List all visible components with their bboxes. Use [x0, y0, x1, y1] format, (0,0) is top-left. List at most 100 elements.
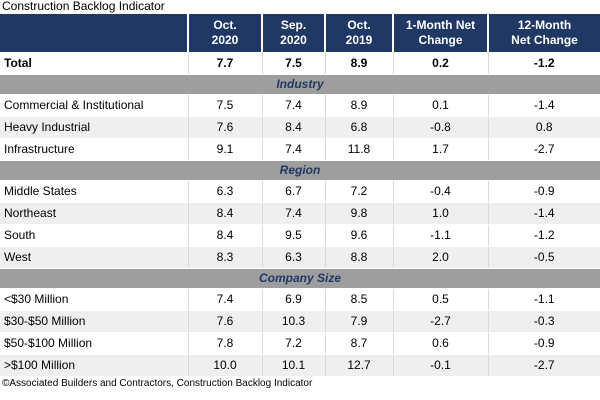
cell-value: 9.1	[188, 138, 263, 161]
section-header-company-size: Company Size	[0, 268, 600, 289]
cell-value: -0.5	[488, 246, 600, 269]
cell-value: 6.3	[262, 246, 326, 269]
cell-value: 7.9	[325, 310, 394, 333]
cell-value: -0.3	[488, 310, 600, 333]
cell-value: 8.4	[262, 116, 326, 139]
corner-cell	[0, 14, 189, 52]
table-row-heavy-industrial: Heavy Industrial 7.6 8.4 6.8 -0.8 0.8	[0, 116, 600, 139]
cell-value: 2.0	[393, 246, 489, 269]
cell-value: 9.5	[262, 224, 326, 247]
table-row-50-100-million: $50-$100 Million 7.8 7.2 8.7 0.6 -0.9	[0, 332, 600, 355]
col-header-1-month-net-change: 1-Month Net Change	[393, 14, 489, 52]
cell-value: 10.1	[262, 354, 326, 377]
cell-value: 8.5	[325, 288, 394, 311]
cell-value: -1.4	[488, 94, 600, 117]
row-label: Northeast	[0, 202, 189, 225]
cell-value: 7.6	[188, 116, 263, 139]
cell-value: 1.0	[393, 202, 489, 225]
source-attribution: ©Associated Builders and Contractors, Co…	[2, 377, 313, 389]
cell-value: -1.1	[488, 288, 600, 311]
cell-value: 7.7	[188, 52, 263, 75]
cell-value: 7.4	[262, 138, 326, 161]
cell-value: 9.8	[325, 202, 394, 225]
cell-value: 7.4	[262, 94, 326, 117]
cell-value: 8.4	[188, 224, 263, 247]
table-body: Total 7.7 7.5 8.9 0.2 -1.2 Industry Commercial …	[0, 52, 600, 377]
section-header-region: Region	[0, 160, 600, 181]
cell-value: 7.5	[262, 52, 326, 75]
cell-value: 0.6	[393, 332, 489, 355]
cell-value: 10.0	[188, 354, 263, 377]
cell-value: -0.4	[393, 180, 489, 203]
table-row-infrastructure: Infrastructure 9.1 7.4 11.8 1.7 -2.7	[0, 138, 600, 161]
cell-value: 8.9	[325, 94, 394, 117]
cell-value: 9.6	[325, 224, 394, 247]
page: Construction Backlog Indicator Oct. 2020…	[0, 0, 600, 389]
cell-value: -2.7	[488, 354, 600, 377]
cell-value: 7.5	[188, 94, 263, 117]
col-header-sep-2020: Sep. 2020	[262, 14, 326, 52]
section-header-label: Industry	[0, 74, 600, 95]
table-row-middle-states: Middle States 6.3 6.7 7.2 -0.4 -0.9	[0, 180, 600, 203]
table-row-30-50-million: $30-$50 Million 7.6 10.3 7.9 -2.7 -0.3	[0, 310, 600, 333]
cell-value: 0.2	[393, 52, 489, 75]
cell-value: 7.2	[262, 332, 326, 355]
row-label: Infrastructure	[0, 138, 189, 161]
cell-value: -0.9	[488, 180, 600, 203]
cell-value: 7.8	[188, 332, 263, 355]
cell-value: 8.4	[188, 202, 263, 225]
cell-value: 6.8	[325, 116, 394, 139]
cell-value: 6.9	[262, 288, 326, 311]
backlog-table: Oct. 2020 Sep. 2020 Oct. 2019 1-Month Ne…	[0, 14, 600, 377]
cell-value: 8.8	[325, 246, 394, 269]
header-row: Oct. 2020 Sep. 2020 Oct. 2019 1-Month Ne…	[0, 14, 600, 52]
cell-value: -1.1	[393, 224, 489, 247]
cell-value: 7.4	[262, 202, 326, 225]
row-label: South	[0, 224, 189, 247]
table-row-west: West 8.3 6.3 8.8 2.0 -0.5	[0, 246, 600, 269]
cell-value: 12.7	[325, 354, 394, 377]
col-header-12-month-net-change: 12-Month Net Change	[488, 14, 600, 52]
cell-value: -1.4	[488, 202, 600, 225]
cell-value: 8.9	[325, 52, 394, 75]
table-row-south: South 8.4 9.5 9.6 -1.1 -1.2	[0, 224, 600, 247]
table-row-30-million: <$30 Million 7.4 6.9 8.5 0.5 -1.1	[0, 288, 600, 311]
cell-value: -2.7	[393, 310, 489, 333]
cell-value: -1.2	[488, 52, 600, 75]
cell-value: 7.6	[188, 310, 263, 333]
row-label: $50-$100 Million	[0, 332, 189, 355]
cell-value: 1.7	[393, 138, 489, 161]
cell-value: -0.9	[488, 332, 600, 355]
table-row-100-million: >$100 Million 10.0 10.1 12.7 -0.1 -2.7	[0, 354, 600, 377]
cell-value: 10.3	[262, 310, 326, 333]
row-label: West	[0, 246, 189, 269]
cell-value: 8.3	[188, 246, 263, 269]
cell-value: 0.5	[393, 288, 489, 311]
row-label: Middle States	[0, 180, 189, 203]
table-row-total: Total 7.7 7.5 8.9 0.2 -1.2	[0, 52, 600, 75]
row-label: Heavy Industrial	[0, 116, 189, 139]
cell-value: 7.2	[325, 180, 394, 203]
page-title: Construction Backlog Indicator	[2, 0, 165, 13]
cell-value: -0.8	[393, 116, 489, 139]
cell-value: 6.7	[262, 180, 326, 203]
table-row-commercial-institutional: Commercial & Institutional 7.5 7.4 8.9 0.1 -1…	[0, 94, 600, 117]
cell-value: -1.2	[488, 224, 600, 247]
row-label: Commercial & Institutional	[0, 94, 189, 117]
section-header-industry: Industry	[0, 74, 600, 95]
cell-value: 6.3	[188, 180, 263, 203]
row-label: Total	[0, 52, 189, 75]
cell-value: 11.8	[325, 138, 394, 161]
cell-value: 0.1	[393, 94, 489, 117]
cell-value: 7.4	[188, 288, 263, 311]
row-label: <$30 Million	[0, 288, 189, 311]
col-header-oct-2019: Oct. 2019	[325, 14, 394, 52]
section-header-label: Region	[0, 160, 600, 181]
cell-value: 8.7	[325, 332, 394, 355]
row-label: $30-$50 Million	[0, 310, 189, 333]
cell-value: -0.1	[393, 354, 489, 377]
col-header-oct-2020: Oct. 2020	[188, 14, 263, 52]
cell-value: 0.8	[488, 116, 600, 139]
table-row-northeast: Northeast 8.4 7.4 9.8 1.0 -1.4	[0, 202, 600, 225]
cell-value: -2.7	[488, 138, 600, 161]
